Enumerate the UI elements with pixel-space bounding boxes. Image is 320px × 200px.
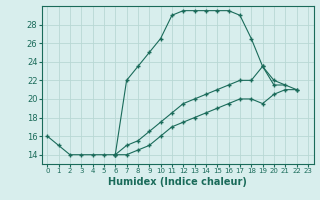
X-axis label: Humidex (Indice chaleur): Humidex (Indice chaleur) [108,177,247,187]
